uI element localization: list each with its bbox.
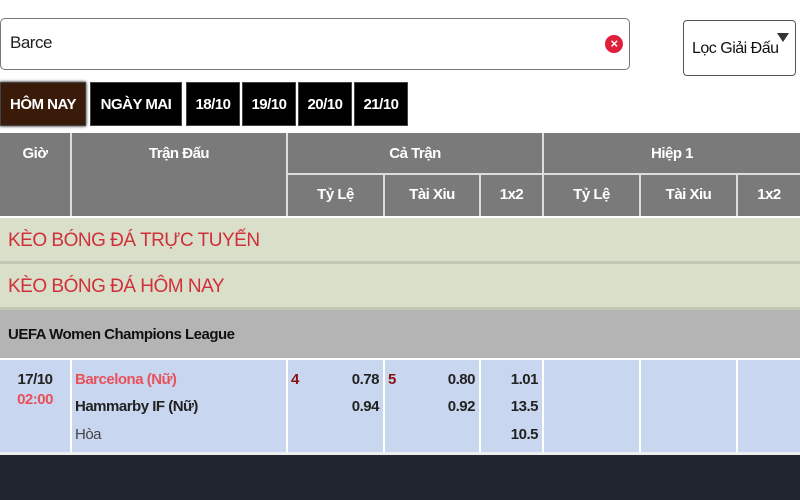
header-full-match: Cả Trận bbox=[288, 133, 544, 175]
header-half-handicap: Tỷ Lệ bbox=[544, 175, 641, 216]
1x2-away-odds[interactable]: 13.5 bbox=[510, 398, 539, 415]
footer-bar bbox=[0, 452, 800, 500]
filter-label: Lọc Giải Đấu bbox=[692, 40, 779, 57]
tab-21-10[interactable]: 21/10 bbox=[354, 82, 408, 126]
header-time: Giờ bbox=[0, 133, 72, 216]
league-header: UEFA Women Champions League bbox=[0, 310, 800, 360]
half-over-under-cell bbox=[641, 360, 738, 452]
header-half-1: Hiệp 1 bbox=[544, 133, 800, 175]
tab-tomorrow[interactable]: NGÀY MAI bbox=[90, 82, 182, 126]
under-odds[interactable]: 0.92 bbox=[447, 398, 476, 415]
match-date: 17/10 bbox=[17, 371, 53, 388]
caret-down-icon bbox=[777, 33, 789, 42]
1x2-draw-odds[interactable]: 10.5 bbox=[510, 426, 539, 443]
tab-18-10[interactable]: 18/10 bbox=[186, 82, 240, 126]
draw-label: Hòa bbox=[75, 426, 102, 443]
tab-today[interactable]: HÔM NAY bbox=[0, 82, 86, 126]
section-live-odds[interactable]: KÈO BÓNG ĐÁ TRỰC TUYẾN bbox=[0, 218, 800, 264]
handicap-line: 4 bbox=[291, 371, 299, 388]
match-row: 17/10 02:00 Barcelona (Nữ) Hammarby IF (… bbox=[0, 360, 800, 452]
header-handicap: Tỷ Lệ bbox=[288, 175, 385, 216]
over-odds[interactable]: 0.80 bbox=[447, 371, 476, 388]
header-1x2: 1x2 bbox=[481, 175, 544, 216]
header-over-under: Tài Xiu bbox=[385, 175, 481, 216]
match-time: 02:00 bbox=[17, 391, 53, 408]
half-1x2-cell bbox=[738, 360, 800, 452]
half-handicap-cell bbox=[544, 360, 641, 452]
handicap-away-odds[interactable]: 0.94 bbox=[351, 398, 380, 415]
away-team[interactable]: Hammarby IF (Nữ) bbox=[75, 398, 198, 415]
tab-20-10[interactable]: 20/10 bbox=[298, 82, 352, 126]
search-input[interactable] bbox=[10, 33, 590, 53]
header-half-over-under: Tài Xiu bbox=[641, 175, 738, 216]
section-today-odds[interactable]: KÈO BÓNG ĐÁ HÔM NAY bbox=[0, 264, 800, 310]
handicap-home-odds[interactable]: 0.78 bbox=[351, 371, 380, 388]
over-under-line: 5 bbox=[388, 371, 396, 388]
header-half-1x2: 1x2 bbox=[738, 175, 800, 216]
1x2-home-odds[interactable]: 1.01 bbox=[510, 371, 539, 388]
home-team[interactable]: Barcelona (Nữ) bbox=[75, 371, 177, 388]
header-match: Trận Đấu bbox=[72, 133, 288, 216]
league-filter-dropdown[interactable]: Lọc Giải Đấu bbox=[683, 20, 796, 76]
search-box[interactable]: × bbox=[0, 18, 630, 70]
clear-icon[interactable]: × bbox=[605, 35, 623, 53]
tab-19-10[interactable]: 19/10 bbox=[242, 82, 296, 126]
